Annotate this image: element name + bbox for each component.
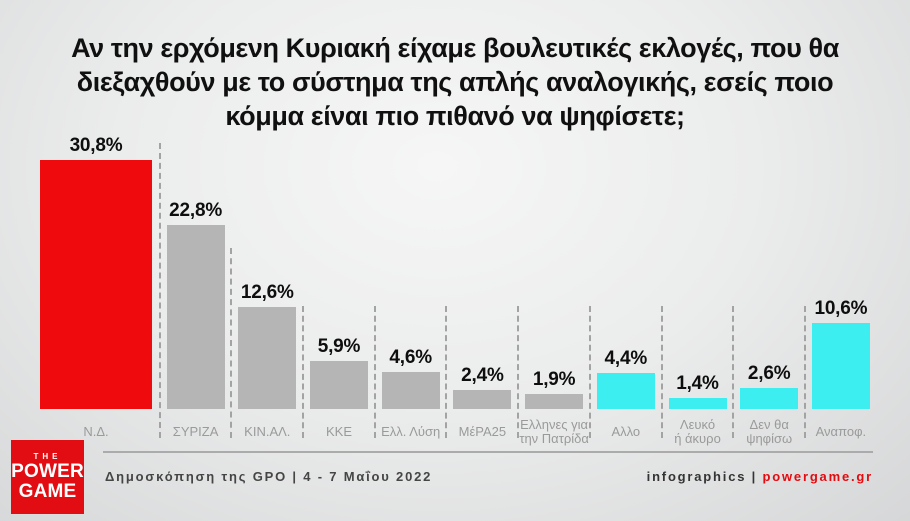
bar-separator [660,306,663,438]
bar-category-label: Αλλο [611,423,641,439]
bar-value-label: 2,4% [461,364,504,386]
poll-question-title: Αν την ερχόμενη Κυριακή είχαμε βουλευτικ… [0,31,910,133]
logo-game: GAME [18,481,77,502]
title-line-2: διεξαχθούν με το σύστημα της απλής αναλο… [76,67,834,97]
bar-category-label: ΚΚΕ [325,423,352,439]
bar-category-label: Αναποφ. [815,423,867,439]
bar-separator [803,306,806,438]
bar-Ν.Δ. [40,160,152,409]
bar-category-label: ΜέΡΑ25 [458,423,507,439]
bar-value-label: 4,6% [389,346,432,368]
bar-category-label: Λευκό ή άκυρο [674,416,721,446]
logo-power: POWER [11,461,84,482]
logo-the: THE [33,452,62,461]
bar-Αναποφ. [811,323,870,409]
logo-powergame: THE POWER GAME [11,440,84,514]
bar-ΚΚΕ [310,361,368,409]
bar-separator [445,306,448,438]
bar-separator [588,306,591,438]
bar-ΚΙΝ.ΑΛ. [238,307,297,409]
bar-Ελλ. Λύση [381,371,440,409]
bar-category-label: ΚΙΝ.ΑΛ. [244,423,291,439]
bar-Ελληνες για την Πατρίδα [525,393,584,409]
credits-prefix: infographics | [646,469,763,484]
bar-value-label: 4,4% [604,348,648,370]
bar-separator [302,306,304,438]
bar-value-label: 5,9% [317,336,361,358]
bar-category-label: Ελληνες για την Πατρίδα [519,416,589,446]
bar-Αλλο [596,373,655,409]
bar-Δεν θα ψηφίσω [740,387,799,409]
bar-separator [373,306,376,438]
bar-category-label: Ν.Δ. [83,423,109,439]
bar-Λευκό ή άκυρο [668,397,727,409]
bar-category-label: Ελλ. Λύση [381,423,441,439]
bar-separator [517,306,520,438]
bar-value-label: 2,6% [747,362,791,384]
title-line-3: κόμμα είναι πιο πιθανό να ψηφίσετε; [225,101,685,131]
bar-value-label: 10,6% [814,298,868,320]
bar-value-label: 12,6% [240,282,294,304]
powergame-brand: powergame.gr [762,469,873,484]
bar-ΜέΡΑ25 [453,389,512,409]
bar-ΣΥΡΙΖΑ [166,224,225,409]
bar-value-label: 22,8% [169,199,223,221]
credits-text: infographics | powergame.gr [647,469,873,484]
bar-value-label: 1,4% [676,372,719,394]
bar-separator [732,306,735,438]
bar-value-label: 1,9% [532,368,576,390]
bar-category-label: ΣΥΡΙΖΑ [172,423,219,439]
poll-source-text: Δημοσκόπηση της GPO | 4 - 7 Μαΐου 2022 [105,469,433,484]
bar-separator [158,143,161,438]
footer-divider [103,451,873,453]
bar-separator [230,248,233,438]
bar-value-label: 30,8% [69,135,123,157]
title-line-1: Αν την ερχόμενη Κυριακή είχαμε βουλευτικ… [71,33,839,63]
bar-category-label: Δεν θα ψηφίσω [746,416,793,446]
